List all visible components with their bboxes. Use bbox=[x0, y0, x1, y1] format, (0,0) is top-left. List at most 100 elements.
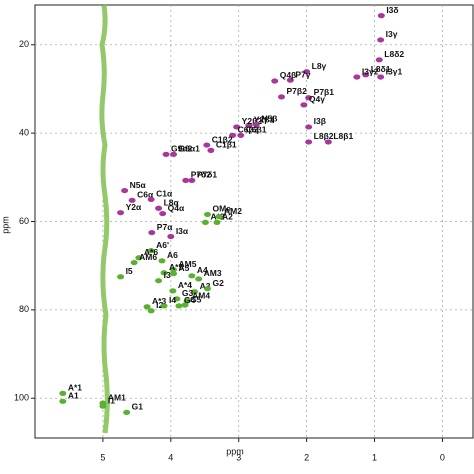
peak-label: G5 bbox=[190, 294, 202, 304]
peak bbox=[155, 205, 163, 211]
peak bbox=[305, 124, 313, 130]
peak-label: G9α2 bbox=[171, 144, 193, 154]
peak bbox=[173, 296, 181, 302]
peak-label: C6β1 bbox=[246, 125, 267, 135]
peak bbox=[213, 219, 221, 225]
peak-label: Q4β bbox=[280, 70, 297, 80]
peak-label: I5 bbox=[126, 266, 133, 276]
peak-label: P7γ bbox=[295, 69, 310, 79]
peak bbox=[271, 78, 279, 84]
peak bbox=[59, 390, 67, 396]
peak-label: C1β1 bbox=[216, 140, 237, 150]
peak-label: N5β bbox=[261, 114, 277, 124]
peak bbox=[300, 102, 308, 108]
x-axis-title: ppm bbox=[226, 446, 244, 456]
peak-label: C6β2 bbox=[238, 125, 259, 135]
peak-label: AM3 bbox=[204, 268, 222, 278]
peak-label: C1α bbox=[156, 189, 173, 199]
peak bbox=[130, 259, 138, 266]
x-tick-label: 2 bbox=[304, 452, 309, 462]
peak bbox=[278, 94, 286, 100]
peak-label: AM5 bbox=[179, 259, 197, 269]
peak bbox=[233, 124, 241, 130]
peak-label: P7β2 bbox=[287, 86, 308, 96]
x-tick-label: 3 bbox=[236, 452, 241, 462]
peak-label: A2 bbox=[222, 212, 233, 222]
solvent-stripe bbox=[99, 4, 110, 434]
peak-label: AM4 bbox=[192, 290, 210, 300]
peak bbox=[158, 258, 166, 264]
peak-label: I1 bbox=[108, 395, 115, 405]
peak-label: I3 bbox=[164, 270, 171, 280]
peak-label: OMe bbox=[212, 204, 231, 214]
y-tick-label: 100 bbox=[14, 393, 29, 403]
y-tick-label: 60 bbox=[19, 216, 29, 226]
peak-label: N5α bbox=[130, 180, 147, 190]
peak-label: Q4γ bbox=[309, 94, 325, 104]
peak-label: A*3 bbox=[152, 296, 166, 306]
peak bbox=[147, 196, 155, 203]
peak bbox=[245, 122, 253, 128]
peak bbox=[147, 308, 155, 314]
x-tick-label: 0 bbox=[440, 452, 445, 462]
peak bbox=[324, 139, 332, 145]
peak-label: L8δ1 bbox=[371, 64, 391, 74]
peak bbox=[175, 303, 183, 309]
peak-label: G4 bbox=[184, 295, 196, 305]
peak-label: P7δ2 bbox=[191, 170, 212, 180]
peak-label: P7α bbox=[157, 222, 173, 232]
x-tick-label: 1 bbox=[372, 452, 377, 462]
peak bbox=[303, 69, 311, 75]
peak-label: L8δ2 bbox=[384, 49, 404, 59]
peak-label: A1 bbox=[68, 391, 79, 401]
peak bbox=[375, 57, 383, 63]
peak bbox=[148, 229, 156, 236]
peak bbox=[121, 187, 129, 194]
peak bbox=[237, 132, 245, 138]
peak bbox=[169, 288, 177, 294]
x-tick-label: 5 bbox=[100, 452, 105, 462]
peak bbox=[188, 177, 196, 184]
peak-label: I3δ bbox=[386, 5, 398, 15]
peak-label: G9α1 bbox=[179, 144, 201, 154]
peak bbox=[182, 177, 190, 184]
peak bbox=[170, 151, 178, 157]
peak bbox=[160, 270, 168, 276]
peak-label: AM6 bbox=[139, 252, 157, 262]
y-tick-label: 40 bbox=[19, 128, 29, 138]
peak-label: A6 bbox=[167, 250, 178, 260]
peak-label: Q4α bbox=[168, 203, 185, 213]
peak bbox=[167, 233, 175, 240]
peak-label: AM1 bbox=[108, 392, 126, 402]
peak-label: AM2 bbox=[224, 206, 242, 216]
peak-label: P7δ1 bbox=[197, 170, 218, 180]
peak-label: I3γ1 bbox=[386, 66, 403, 76]
peak-label: L8α bbox=[164, 197, 180, 207]
peak-label: I3α bbox=[176, 226, 189, 236]
peak-label: A4 bbox=[197, 265, 208, 275]
peak bbox=[160, 303, 168, 309]
peak bbox=[203, 142, 211, 148]
peak-label: I3γ bbox=[386, 29, 398, 39]
peak bbox=[183, 298, 191, 304]
peak bbox=[215, 214, 223, 220]
peak bbox=[305, 139, 313, 145]
peak bbox=[203, 211, 211, 218]
peak bbox=[128, 197, 136, 203]
peak-label: G2 bbox=[212, 278, 224, 288]
y-axis-title: ppm bbox=[0, 216, 10, 234]
peak bbox=[188, 273, 196, 279]
peak bbox=[117, 210, 125, 216]
peak-label: I3γ2 bbox=[362, 66, 379, 76]
peak-label: L8γ bbox=[312, 61, 327, 71]
peak-label: I3β bbox=[314, 116, 326, 126]
peak-label: A3 bbox=[200, 281, 211, 291]
peak bbox=[159, 210, 167, 217]
peak bbox=[170, 271, 178, 277]
peak-label: A5 bbox=[179, 263, 190, 273]
peak bbox=[207, 147, 215, 153]
peak-label: L8β1 bbox=[333, 131, 353, 141]
peak-label: L8β2 bbox=[314, 131, 334, 141]
peak bbox=[305, 95, 313, 101]
